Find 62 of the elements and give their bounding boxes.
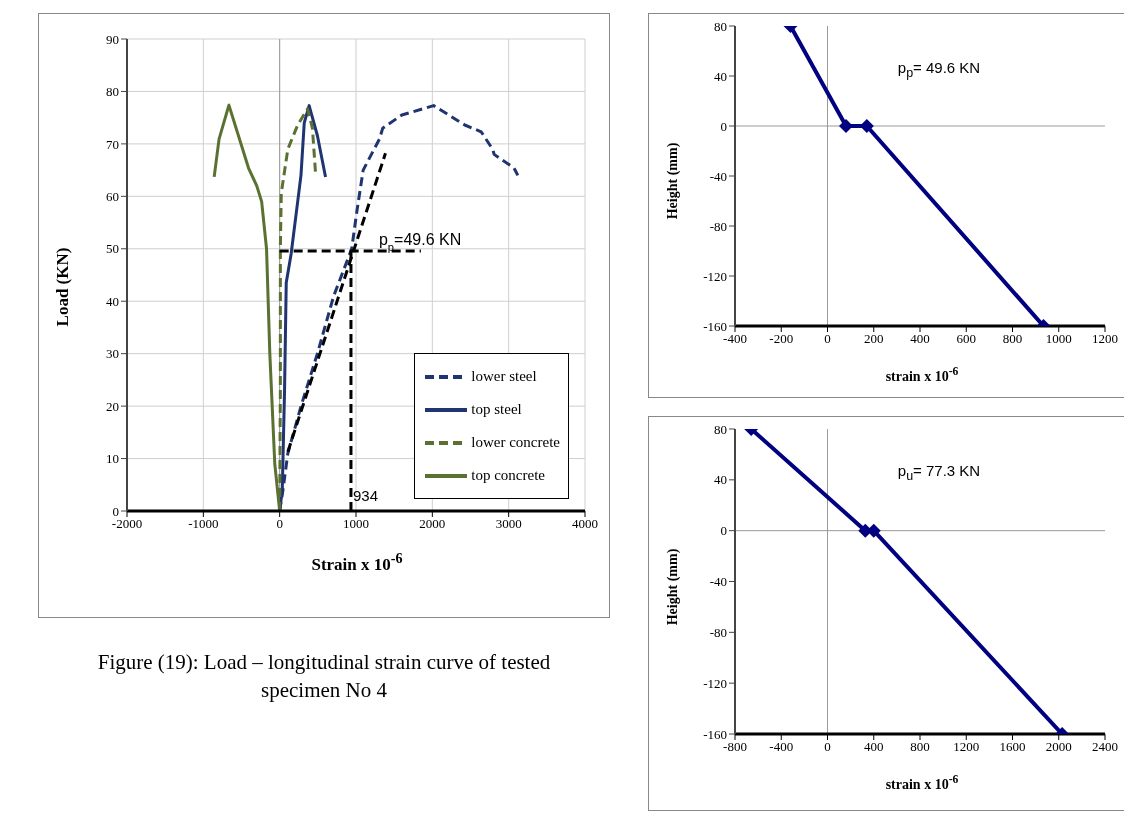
x-tick-label: 600 — [956, 331, 976, 347]
annotation: 934 — [352, 487, 378, 504]
x-tick-label: 0 — [824, 331, 831, 347]
y-tick-label: 40 — [714, 472, 727, 488]
y-tick-label: 0 — [720, 118, 727, 134]
text: p$_{u}$= 77.3 KN — [897, 462, 981, 483]
x-tick-label: 0 — [276, 516, 283, 532]
y-tick-label: 30 — [106, 346, 119, 362]
y-tick-label: -40 — [709, 574, 727, 590]
y-tick-label: 40 — [714, 68, 727, 84]
y-tick-label: 40 — [106, 293, 119, 309]
x-tick-label: 3000 — [495, 516, 522, 532]
x-axis-title: strain x 10$^{-6}$ — [884, 365, 960, 385]
x-tick-label: 2000 — [1045, 739, 1072, 755]
x-axis-title: strain x 10$^{-6}$ — [884, 773, 960, 793]
x-tick-label: 1200 — [1092, 331, 1118, 347]
y-tick-label: 50 — [106, 241, 119, 257]
x-tick-label: 200 — [864, 331, 884, 347]
y-tick-label: 70 — [106, 136, 119, 152]
x-tick-label: 1600 — [999, 739, 1026, 755]
y-tick-label: -80 — [709, 624, 727, 640]
x-tick-label: 400 — [864, 739, 884, 755]
x-tick-label: 4000 — [572, 516, 598, 532]
y-tick-label: -160 — [703, 726, 727, 742]
y-tick-label: -160 — [703, 318, 727, 334]
x-tick-label: 1000 — [343, 516, 369, 532]
x-tick-label: -800 — [723, 739, 747, 755]
x-tick-label: 2000 — [419, 516, 446, 532]
x-axis-title: Strain x 10$^{-6}$ — [310, 550, 404, 575]
x-tick-label: 1000 — [1045, 331, 1072, 347]
text: p$_{p}$= 49.6 KN — [897, 59, 981, 80]
legend-label: lower concrete — [471, 434, 560, 451]
x-tick-label: 400 — [910, 331, 930, 347]
y-axis-title: Height (mm) — [665, 548, 681, 625]
y-tick-label: 80 — [714, 18, 727, 34]
x-tick-label: -200 — [769, 331, 794, 347]
text: Figure (19): Load – longitudinal strain curve of tested specimen No 4 — [96, 649, 552, 705]
y-axis-title: Height (mm) — [665, 142, 681, 220]
y-tick-label: 0 — [112, 503, 119, 519]
y-tick-label: -80 — [709, 218, 727, 234]
y-tick-label: -120 — [703, 268, 727, 284]
x-tick-label: -400 — [723, 331, 747, 347]
y-axis-title: Load (KN) — [53, 247, 73, 326]
x-tick-label: -1000 — [188, 516, 219, 532]
y-tick-label: -120 — [703, 675, 727, 691]
y-tick-label: 90 — [106, 31, 119, 47]
legend-label: top concrete — [471, 467, 546, 484]
y-tick-label: 80 — [714, 421, 727, 437]
y-tick-label: 10 — [106, 451, 119, 467]
x-tick-label: 800 — [1002, 331, 1023, 347]
x-tick-label: -400 — [769, 739, 794, 755]
x-tick-label: 0 — [824, 739, 831, 755]
x-tick-label: 800 — [910, 739, 930, 755]
x-tick-label: -2000 — [111, 516, 143, 532]
x-tick-label: 1200 — [953, 739, 980, 755]
y-tick-label: 60 — [106, 188, 119, 204]
legend-label: lower steel — [471, 368, 537, 385]
x-tick-label: 2400 — [1092, 739, 1118, 755]
y-tick-label: 20 — [106, 398, 119, 414]
legend-label: top steel — [471, 401, 522, 418]
y-tick-label: -40 — [709, 168, 727, 184]
y-tick-label: 80 — [106, 84, 119, 100]
